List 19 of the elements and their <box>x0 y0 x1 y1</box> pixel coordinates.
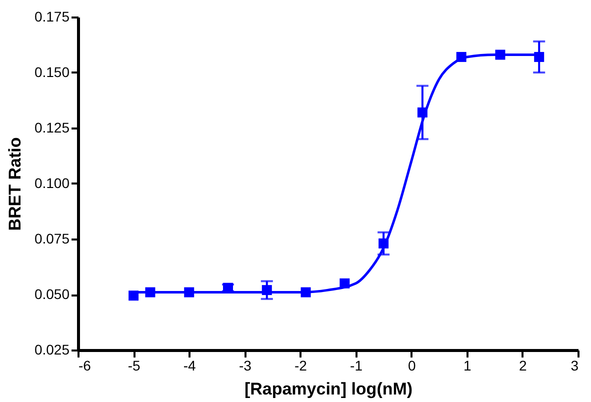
x-tick-label: -1 <box>350 358 363 374</box>
y-tick-label: 0.125 <box>34 120 70 136</box>
x-tick-label: 1 <box>463 358 472 374</box>
x-axis-title: [Rapamycin] log(nM) <box>244 380 413 398</box>
y-tick-label: 0.025 <box>34 342 70 358</box>
x-tick-label: 2 <box>519 358 528 374</box>
y-axis-title: BRET Ratio <box>5 137 24 231</box>
y-tick-label: 0.150 <box>34 64 70 80</box>
y-tick-label: 0.050 <box>34 286 70 302</box>
x-tick-label: -3 <box>238 358 252 374</box>
x-tick-label: 3 <box>570 358 579 374</box>
x-tick-label: -5 <box>128 358 140 374</box>
y-tick-label: 0.175 <box>34 8 70 24</box>
x-tick-label: -6 <box>78 358 92 374</box>
y-tick-label: 0.075 <box>34 230 70 246</box>
x-tick-label: -2 <box>294 358 308 374</box>
x-tick-label: 0 <box>408 358 416 374</box>
x-tick-label: -4 <box>183 358 196 374</box>
y-tick-label: 0.100 <box>34 175 70 191</box>
